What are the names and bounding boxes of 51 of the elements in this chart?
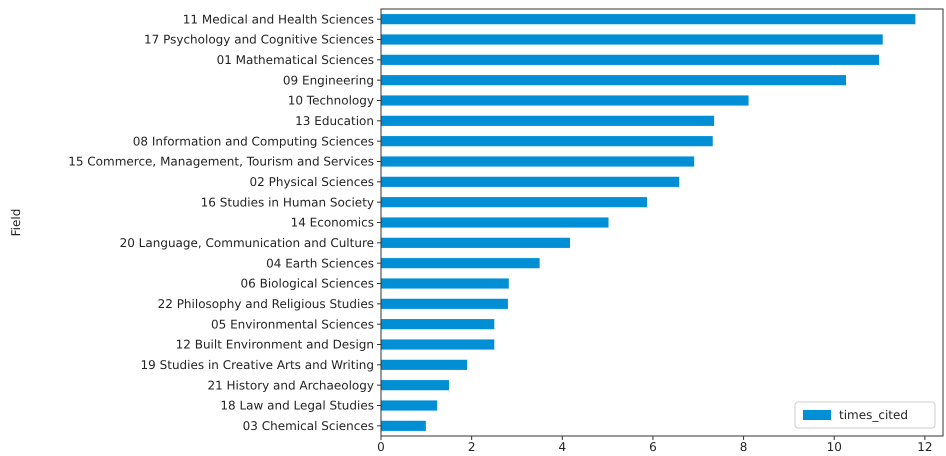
y-tick-label: 14 Economics (290, 216, 374, 230)
bar (381, 238, 570, 248)
y-tick-label: 18 Law and Legal Studies (220, 398, 374, 413)
bar (381, 217, 609, 228)
y-tick-label: 16 Studies in Human Society (200, 195, 374, 210)
bar (381, 298, 508, 309)
y-tick-label: 03 Chemical Sciences (242, 419, 374, 434)
y-tick-label: 12 Built Environment and Design (176, 338, 374, 352)
bar (381, 420, 426, 431)
y-tick-label: 09 Engineering (282, 73, 374, 88)
y-tick-label: 20 Language, Communication and Culture (120, 236, 374, 250)
y-tick-label: 22 Philosophy and Religious Studies (158, 297, 374, 312)
bar (381, 54, 880, 65)
bar (381, 34, 883, 45)
x-tick-label: 10 (826, 440, 842, 454)
y-tick-label: 15 Commerce, Management, Tourism and Services (68, 154, 374, 169)
y-tick-label: 19 Studies in Creative Arts and Writing (140, 358, 374, 372)
bar (381, 14, 916, 24)
y-tick-label: 21 History and Archaeology (207, 378, 374, 392)
bar (381, 136, 713, 146)
y-tick-label: 04 Earth Sciences (266, 256, 374, 270)
bar (381, 75, 846, 86)
bar (381, 319, 494, 330)
y-tick-label: 05 Environmental Sciences (211, 317, 374, 332)
x-tick-label: 2 (468, 440, 476, 454)
bar (381, 380, 449, 390)
bar (381, 156, 694, 167)
y-tick-label: 01 Mathematical Sciences (216, 53, 374, 68)
bar (381, 176, 680, 187)
y-tick-label: 13 Education (295, 114, 374, 128)
y-tick-label: 11 Medical and Health Sciences (182, 12, 374, 26)
y-axis-title: Field (9, 208, 23, 236)
bar (381, 360, 468, 370)
x-tick-label: 6 (649, 440, 657, 454)
x-tick-label: 4 (558, 440, 566, 454)
x-tick-label: 0 (377, 440, 385, 454)
bar (381, 95, 749, 106)
bar (381, 339, 494, 350)
y-tick-label: 02 Physical Sciences (250, 175, 374, 190)
bar (381, 116, 714, 126)
x-tick-label: 8 (740, 440, 748, 454)
x-tick-label: 12 (917, 440, 933, 454)
bar (381, 197, 648, 208)
y-tick-label: 06 Biological Sciences (240, 276, 374, 291)
y-tick-label: 08 Information and Computing Sciences (132, 134, 374, 148)
bar (381, 258, 540, 268)
legend-label: times_cited (839, 408, 908, 422)
bar (381, 278, 509, 289)
y-tick-label: 10 Technology (288, 94, 374, 108)
y-tick-label: 17 Psychology and Cognitive Sciences (144, 32, 374, 47)
bar (381, 400, 438, 411)
